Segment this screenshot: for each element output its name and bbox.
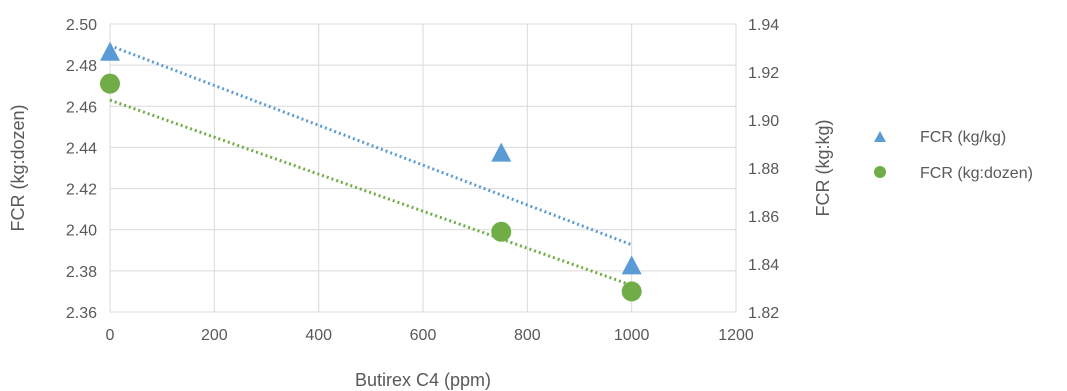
legend-label: FCR (kg/kg) bbox=[920, 129, 1006, 146]
grid-lines bbox=[109, 23, 737, 313]
x-axis-ticks: 0 200 400 600 800 1000 1200 bbox=[106, 327, 754, 344]
legend-item-fcr-kg-dozen: FCR (kg:dozen) bbox=[874, 165, 1033, 182]
legend-circle-marker bbox=[874, 166, 886, 178]
y-left-tick-label: 2.36 bbox=[66, 305, 97, 322]
y-right-tick-label: 1.82 bbox=[748, 305, 779, 322]
y-right-axis-title: FCR (kg:kg) bbox=[813, 119, 833, 216]
y-left-tick-label: 2.42 bbox=[66, 182, 97, 199]
x-tick-label: 800 bbox=[514, 327, 541, 344]
x-tick-label: 400 bbox=[305, 327, 332, 344]
y-right-tick-label: 1.90 bbox=[748, 113, 779, 130]
y-right-tick-label: 1.94 bbox=[748, 17, 779, 34]
data-point-triangle bbox=[621, 255, 642, 275]
x-tick-label: 1200 bbox=[718, 327, 754, 344]
y-left-tick-label: 2.48 bbox=[66, 58, 97, 75]
x-axis-title: Butirex C4 (ppm) bbox=[355, 370, 491, 390]
y-left-tick-label: 2.44 bbox=[66, 140, 97, 157]
data-point-triangle bbox=[100, 41, 120, 61]
x-tick-label: 1000 bbox=[614, 327, 650, 344]
trendline-fcr-kg-dozen bbox=[109, 98, 633, 287]
y-right-tick-label: 1.86 bbox=[748, 209, 779, 226]
y-right-tick-label: 1.88 bbox=[748, 161, 779, 178]
y-right-tick-label: 1.92 bbox=[748, 65, 779, 82]
y-left-tick-label: 2.46 bbox=[66, 99, 97, 116]
x-tick-label: 200 bbox=[201, 327, 228, 344]
data-point-triangle bbox=[491, 142, 512, 162]
data-point-circle bbox=[491, 221, 512, 242]
x-tick-label: 600 bbox=[410, 327, 437, 344]
legend-triangle-marker bbox=[874, 131, 886, 142]
legend: FCR (kg/kg) FCR (kg:dozen) bbox=[874, 129, 1033, 182]
y-left-tick-label: 2.40 bbox=[66, 223, 97, 240]
y-left-tick-label: 2.50 bbox=[66, 17, 97, 34]
trendlines bbox=[109, 44, 633, 287]
trendline-fcr-kg-kg bbox=[109, 44, 633, 247]
data-point-circle bbox=[100, 73, 120, 94]
x-tick-label: 0 bbox=[106, 327, 115, 344]
legend-label: FCR (kg:dozen) bbox=[920, 165, 1033, 182]
y-right-tick-label: 1.84 bbox=[748, 257, 779, 274]
y-left-tick-label: 2.38 bbox=[66, 264, 97, 281]
y-left-axis-ticks: 2.36 2.38 2.40 2.42 2.44 2.46 2.48 2.50 bbox=[66, 17, 97, 322]
legend-item-fcr-kg-kg: FCR (kg/kg) bbox=[874, 129, 1006, 146]
data-point-circle bbox=[621, 281, 642, 302]
y-left-axis-title: FCR (kg:dozen) bbox=[8, 104, 28, 231]
data-markers bbox=[100, 41, 642, 302]
y-right-axis-ticks: 1.82 1.84 1.86 1.88 1.90 1.92 1.94 bbox=[748, 17, 779, 322]
